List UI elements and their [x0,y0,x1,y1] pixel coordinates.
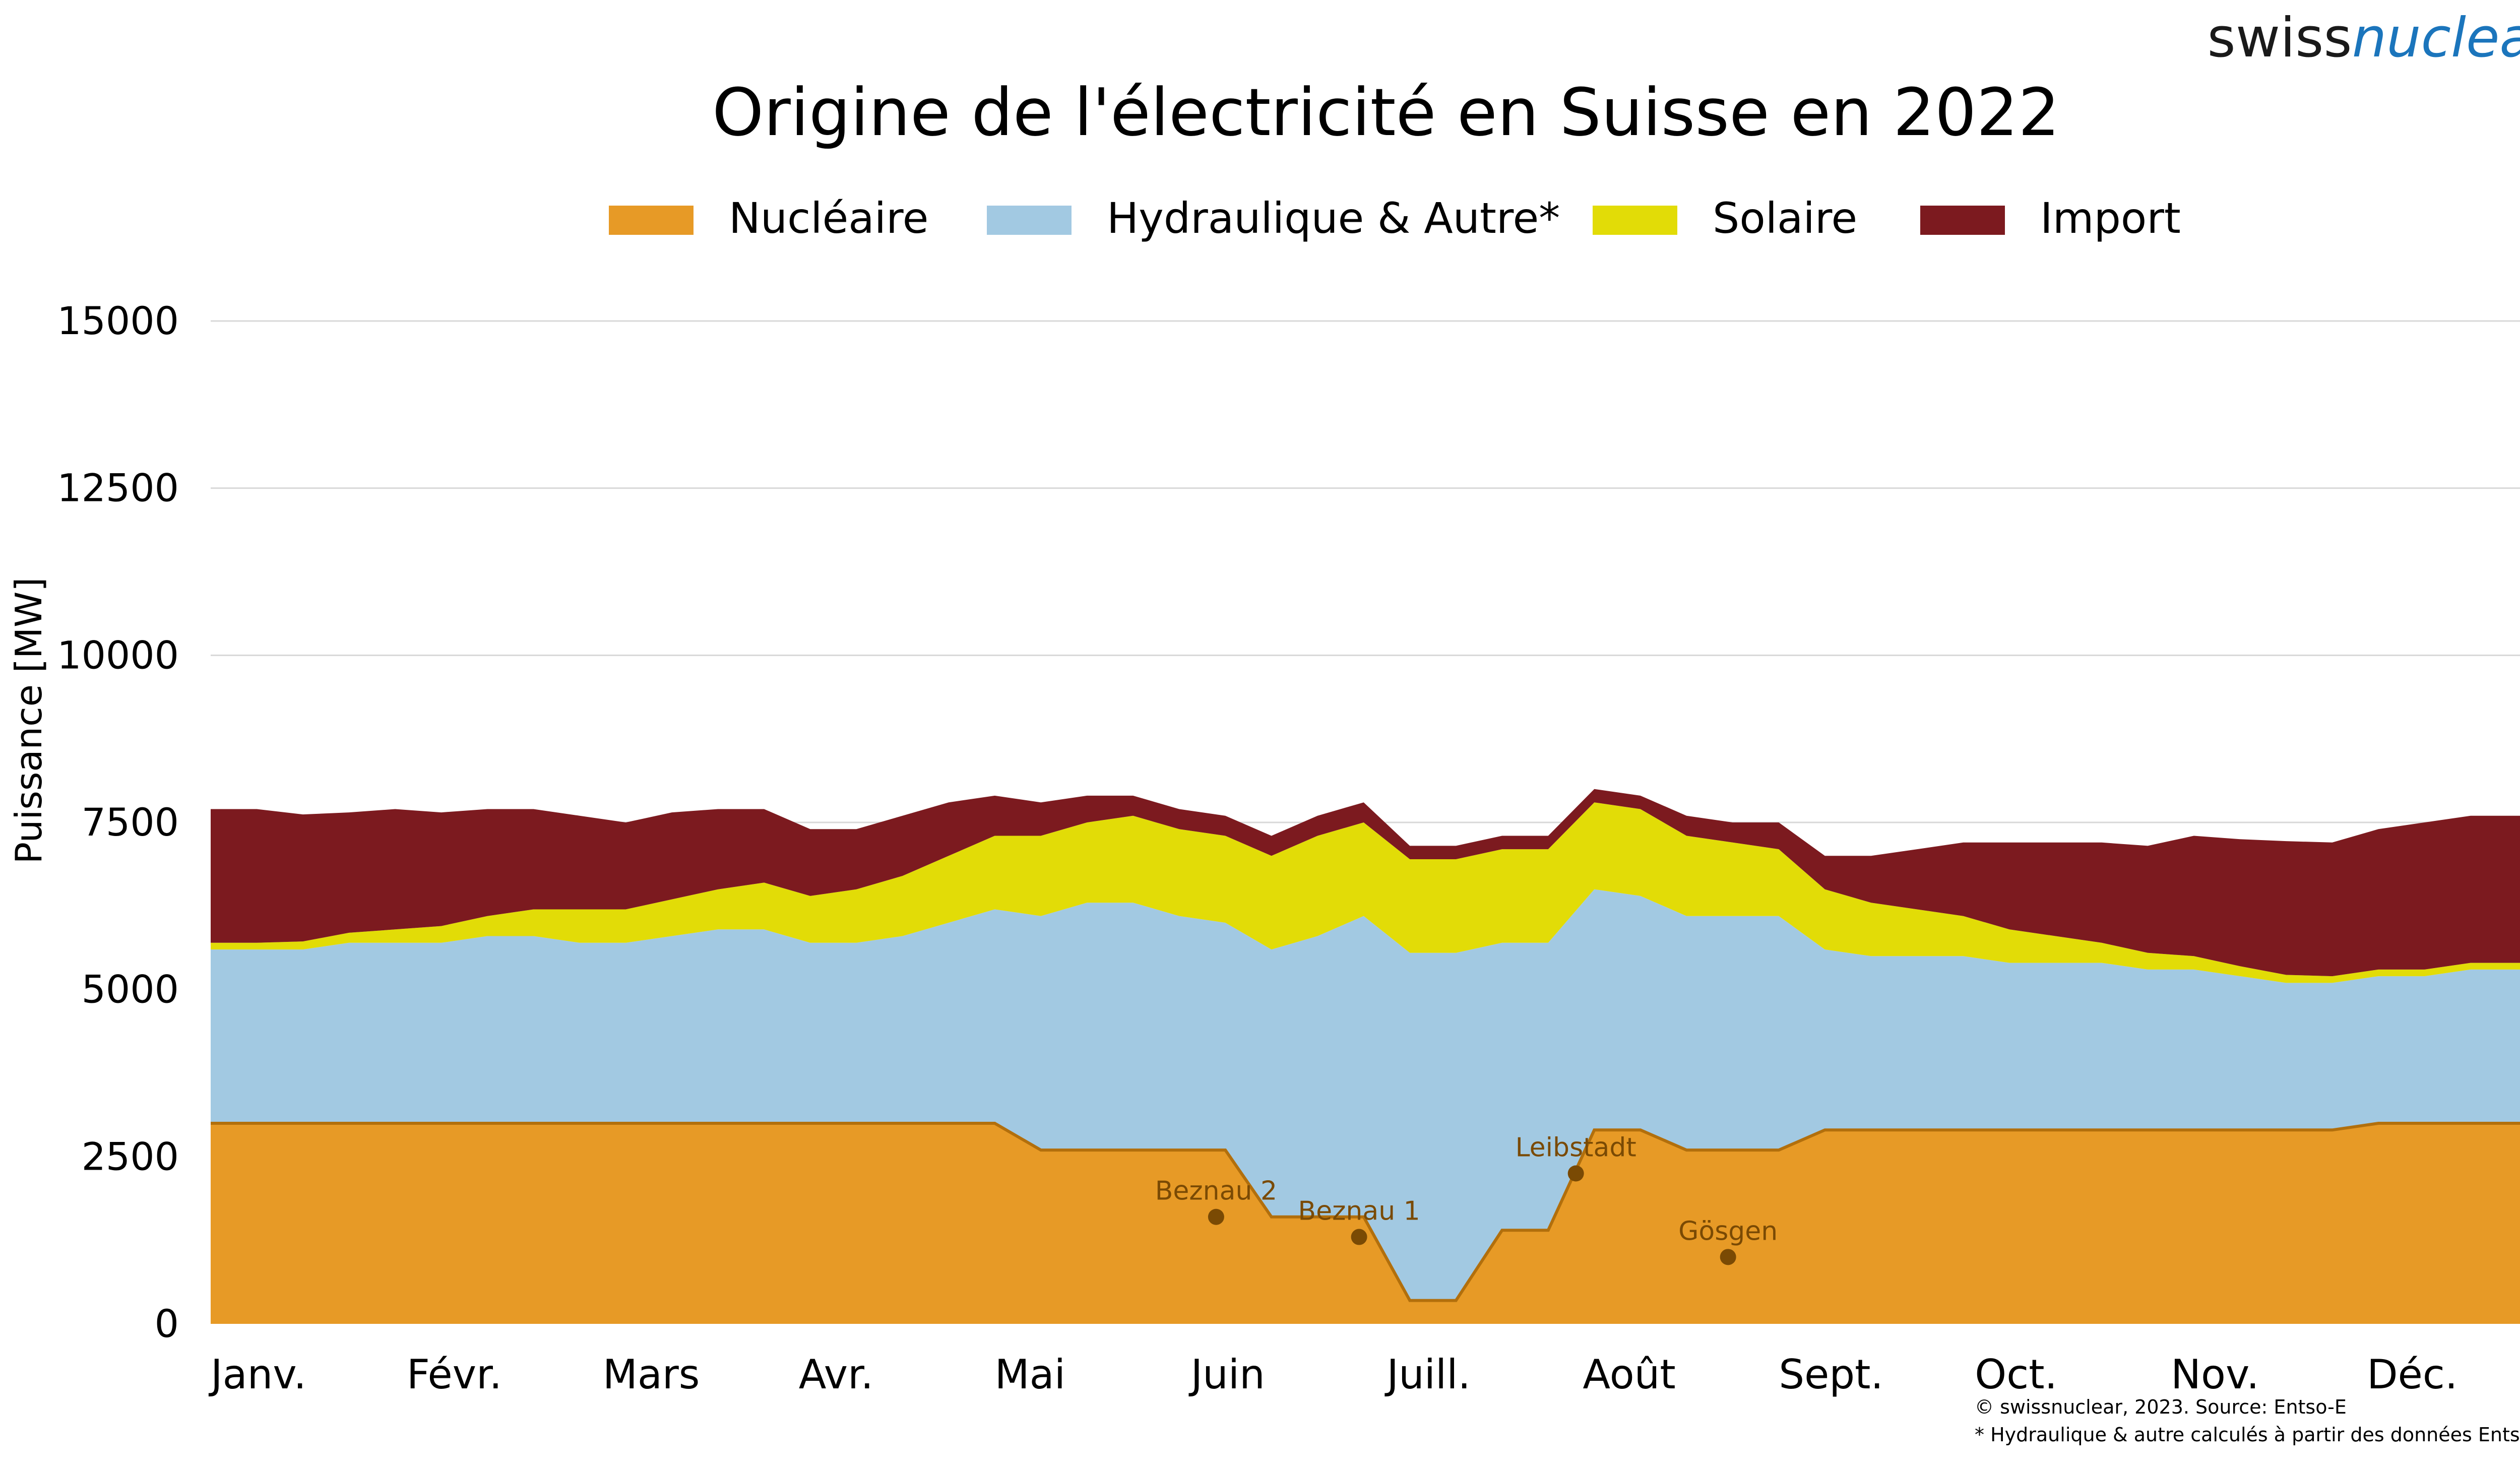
brand-part-2: nuclear [2352,7,2520,70]
y-tick-label: 5000 [82,967,179,1012]
chart-title: Origine de l'électricité en Suisse en 20… [712,74,2060,151]
y-tick-label: 0 [155,1301,179,1346]
annotation-label: Gösgen [1678,1216,1778,1246]
legend-swatch-solar [1593,206,1677,235]
month-label: Juill. [1384,1351,1471,1398]
hydro-footnote: * Hydraulique & autre calculés à partir … [1975,1424,2520,1446]
y-axis-label: Puissance [MW] [8,578,50,864]
month-label: Août [1583,1351,1675,1398]
y-tick-label: 10000 [57,632,179,677]
area-hydro [211,889,2520,1301]
legend-label-hydro: Hydraulique & Autre* [1107,194,1560,243]
y-axis-ticks: 0 2500 5000 7500 10000 12500 15000 [57,298,179,1346]
month-label: Févr. [407,1351,502,1398]
nuclear-unit-lines [211,1122,2520,1302]
source-footnote: © swissnuclear, 2023. Source: Entso-E [1975,1396,2347,1418]
y-tick-label: 7500 [82,800,179,845]
area-import [211,789,2520,977]
legend: Nucléaire Hydraulique & Autre* Solaire Impo… [609,194,2181,243]
month-label: Déc. [2367,1351,2458,1398]
month-label: Sept. [1779,1351,1883,1398]
brand-logo: swissnuclear [2208,7,2520,70]
legend-label-import: Import [2040,194,2181,243]
nuclear-total-line [211,1122,2520,1302]
stacked-areas [211,789,2520,1324]
y-tick-label: 2500 [82,1134,179,1179]
brand-part-1: swiss [2208,7,2352,70]
annotation-label: Beznau 2 [1155,1176,1277,1206]
plant-annotations: Beznau 2 Beznau 1 Leibstadt Gösgen [1155,1133,1778,1265]
month-label: Oct. [1975,1351,2057,1398]
legend-swatch-nuclear [609,206,694,235]
area-solar [211,802,2520,983]
month-label: Mai [995,1351,1065,1398]
area-nuclear [211,1123,2520,1324]
legend-label-solar: Solaire [1713,194,1857,243]
month-label: Nov. [2171,1351,2259,1398]
y-tick-label: 15000 [57,298,179,343]
legend-swatch-import [1920,206,2005,235]
annotation-marker [1567,1165,1584,1182]
legend-swatch-hydro [987,206,1072,235]
annotation-label: Beznau 1 [1298,1196,1420,1227]
annotation-marker [1720,1249,1736,1265]
annotation-marker [1208,1208,1224,1225]
month-label: Janv. [208,1351,306,1398]
month-label: Juin [1188,1351,1265,1398]
month-label: Avr. [799,1351,873,1398]
annotation-label: Leibstadt [1516,1133,1636,1163]
month-label: Mars [603,1351,700,1398]
legend-label-nuclear: Nucléaire [729,194,928,243]
y-tick-label: 12500 [57,466,179,510]
annotation-marker [1351,1229,1367,1245]
x-axis-month-labels: Janv. Févr. Mars Avr. Mai Juin Juill. Août Sept.… [208,1351,2458,1398]
